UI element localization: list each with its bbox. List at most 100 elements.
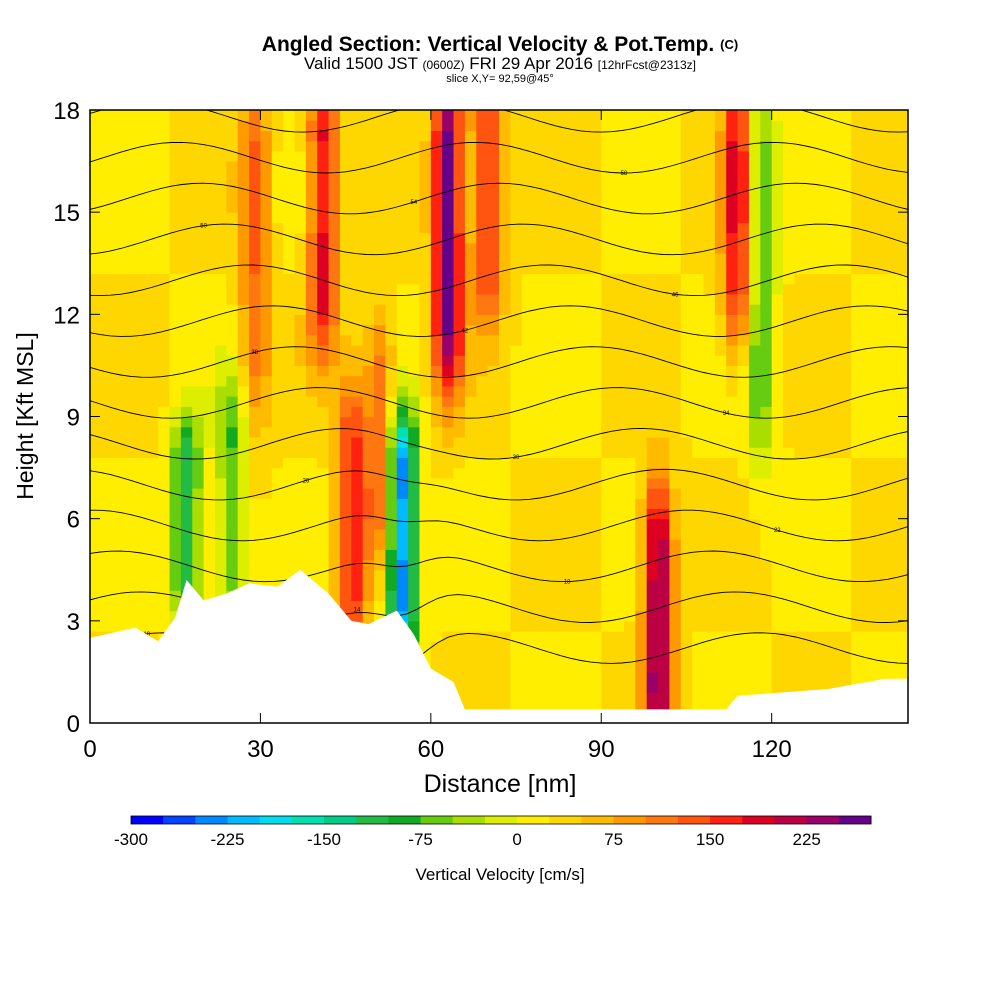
velocity-cell — [635, 692, 648, 704]
velocity-cell — [612, 641, 625, 653]
velocity-cell — [726, 488, 739, 499]
velocity-cell — [464, 641, 477, 653]
velocity-cell — [623, 559, 636, 571]
velocity-cell — [817, 559, 830, 571]
velocity-cell — [464, 416, 477, 428]
velocity-cell — [487, 488, 500, 499]
velocity-cell — [839, 447, 852, 458]
velocity-cell — [578, 293, 591, 305]
velocity-cell — [839, 477, 852, 489]
velocity-cell — [499, 263, 511, 275]
velocity-cell — [283, 232, 296, 244]
velocity-cell — [158, 528, 171, 540]
velocity-cell — [896, 334, 908, 346]
velocity-cell — [124, 518, 137, 530]
velocity-cell — [703, 385, 716, 397]
velocity-cell — [714, 692, 727, 704]
velocity-cell — [623, 631, 636, 642]
velocity-cell — [646, 518, 659, 530]
velocity-cell — [203, 212, 216, 223]
velocity-cell — [794, 273, 807, 285]
velocity-cell — [124, 436, 137, 448]
velocity-cell — [158, 426, 171, 438]
velocity-cell — [544, 702, 557, 714]
velocity-cell — [601, 130, 614, 142]
velocity-cell — [737, 355, 750, 367]
velocity-cell — [578, 120, 591, 132]
velocity-cell — [305, 467, 318, 479]
velocity-cell — [317, 110, 330, 121]
velocity-cell — [237, 222, 250, 234]
velocity-cell — [612, 549, 625, 561]
velocity-cell — [351, 436, 364, 448]
velocity-cell — [476, 467, 489, 479]
velocity-cell — [510, 426, 523, 438]
velocity-cell — [658, 212, 671, 223]
velocity-cell — [169, 242, 182, 254]
velocity-cell — [589, 232, 602, 244]
velocity-cell — [124, 304, 137, 315]
velocity-cell — [453, 559, 466, 571]
velocity-cell — [714, 518, 727, 530]
velocity-cell — [635, 569, 648, 581]
velocity-cell — [521, 344, 534, 356]
velocity-cell — [533, 579, 546, 591]
velocity-cell — [430, 140, 443, 152]
velocity-cell — [464, 242, 477, 254]
velocity-cell — [499, 671, 511, 683]
velocity-cell — [726, 682, 739, 693]
velocity-cell — [112, 253, 125, 264]
velocity-cell — [317, 201, 330, 213]
velocity-cell — [828, 590, 841, 601]
velocity-cell — [521, 528, 534, 540]
velocity-cell — [499, 692, 511, 704]
velocity-cell — [783, 334, 795, 346]
velocity-cell — [408, 283, 421, 295]
velocity-cell — [510, 488, 523, 499]
velocity-cell — [521, 477, 534, 489]
isentrope-line — [90, 468, 908, 501]
velocity-cell — [828, 416, 841, 428]
velocity-cell — [896, 110, 908, 121]
velocity-cell — [805, 631, 818, 642]
velocity-cell — [317, 314, 330, 326]
velocity-cell — [669, 293, 682, 305]
velocity-cell — [737, 283, 750, 295]
velocity-cell — [555, 631, 568, 642]
velocity-cell — [135, 212, 148, 223]
velocity-cell — [328, 559, 341, 571]
velocity-cell — [124, 324, 137, 336]
colorbar-swatch — [581, 816, 615, 824]
velocity-cell — [385, 488, 398, 499]
velocity-cell — [612, 385, 625, 397]
velocity-cell — [249, 518, 262, 530]
velocity-cell — [396, 436, 409, 448]
velocity-cell — [328, 253, 341, 264]
velocity-cell — [487, 579, 500, 591]
velocity-cell — [635, 120, 648, 132]
velocity-cell — [328, 406, 341, 418]
velocity-cell — [305, 559, 318, 571]
velocity-cell — [783, 406, 795, 418]
x-tick-label: 60 — [417, 736, 444, 763]
velocity-cell — [249, 569, 262, 581]
velocity-cell — [794, 631, 807, 642]
velocity-cell — [760, 181, 773, 193]
velocity-cell — [680, 426, 693, 438]
velocity-cell — [351, 263, 364, 275]
velocity-cell — [385, 140, 398, 152]
velocity-cell — [828, 344, 841, 356]
velocity-cell — [305, 365, 318, 377]
velocity-cell — [873, 569, 886, 581]
velocity-cell — [351, 181, 364, 193]
velocity-cell — [339, 161, 352, 172]
velocity-cell — [828, 253, 841, 264]
velocity-cell — [510, 293, 523, 305]
velocity-cell — [430, 232, 443, 244]
velocity-cell — [112, 365, 125, 377]
isentrope-lines: 1014182226303438424650545862 — [90, 110, 908, 669]
velocity-cell — [442, 273, 455, 285]
velocity-cell — [714, 161, 727, 172]
velocity-cell — [351, 579, 364, 591]
velocity-cell — [567, 191, 580, 203]
